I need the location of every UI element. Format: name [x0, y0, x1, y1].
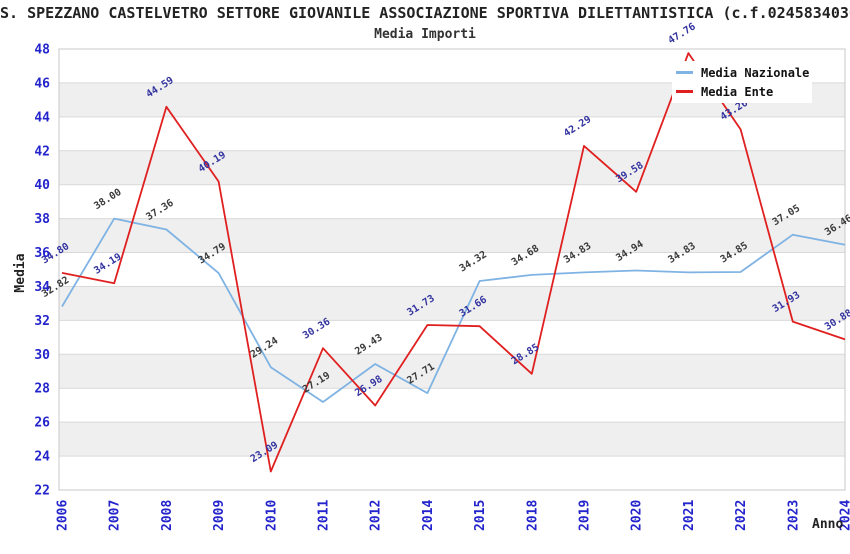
legend-label-media-ente: Media Ente [701, 85, 773, 99]
x-tick-label: 2007 [108, 500, 123, 531]
y-tick-label: 22 [34, 484, 50, 499]
y-tick-label: 38 [34, 212, 50, 227]
x-tick-label: 2023 [786, 500, 801, 531]
data-label: 47.76 [666, 21, 697, 46]
x-tick-label: 2019 [578, 500, 593, 531]
y-tick-label: 36 [34, 246, 50, 261]
legend-label-media-nazionale: Media Nazionale [701, 66, 809, 80]
grid-band [59, 185, 845, 219]
y-tick-label: 40 [34, 178, 50, 193]
y-tick-label: 48 [34, 43, 50, 58]
legend: Media Nazionale Media Ente [672, 61, 812, 103]
grid-band [59, 456, 845, 490]
x-tick-label: 2008 [160, 500, 175, 531]
legend-swatch-media-nazionale [676, 71, 693, 74]
y-tick-label: 24 [34, 450, 50, 465]
grid-band [59, 286, 845, 320]
y-tick-label: 26 [34, 416, 50, 431]
x-tick-label: 2022 [734, 500, 749, 531]
grid-band [59, 219, 845, 253]
x-tick-label: 2012 [369, 500, 384, 531]
grid-band [59, 354, 845, 388]
x-tick-label: 2011 [317, 500, 332, 531]
y-tick-label: 28 [34, 382, 50, 397]
legend-item-media-nazionale: Media Nazionale [676, 63, 812, 82]
legend-swatch-media-ente [676, 90, 693, 93]
x-tick-label: 2015 [473, 500, 488, 531]
x-tick-label: 2006 [56, 500, 71, 531]
y-tick-label: 46 [34, 76, 50, 91]
x-tick-label: 2014 [421, 500, 436, 531]
grid-band [59, 151, 845, 185]
x-tick-label: 2020 [630, 500, 645, 531]
x-tick-label: 2021 [682, 500, 697, 531]
x-axis-title: Anno [812, 517, 843, 532]
y-tick-label: 44 [34, 110, 50, 125]
grid-band [59, 422, 845, 456]
grid-band [59, 388, 845, 422]
x-tick-label: 2009 [212, 500, 227, 531]
x-tick-label: 2010 [264, 500, 279, 531]
y-tick-label: 32 [34, 314, 50, 329]
y-tick-label: 30 [34, 348, 50, 363]
y-tick-label: 34 [34, 280, 50, 295]
legend-item-media-ente: Media Ente [676, 82, 812, 101]
y-tick-label: 42 [34, 144, 50, 159]
x-tick-label: 2018 [525, 500, 540, 531]
y-axis-title: Media [13, 249, 27, 297]
